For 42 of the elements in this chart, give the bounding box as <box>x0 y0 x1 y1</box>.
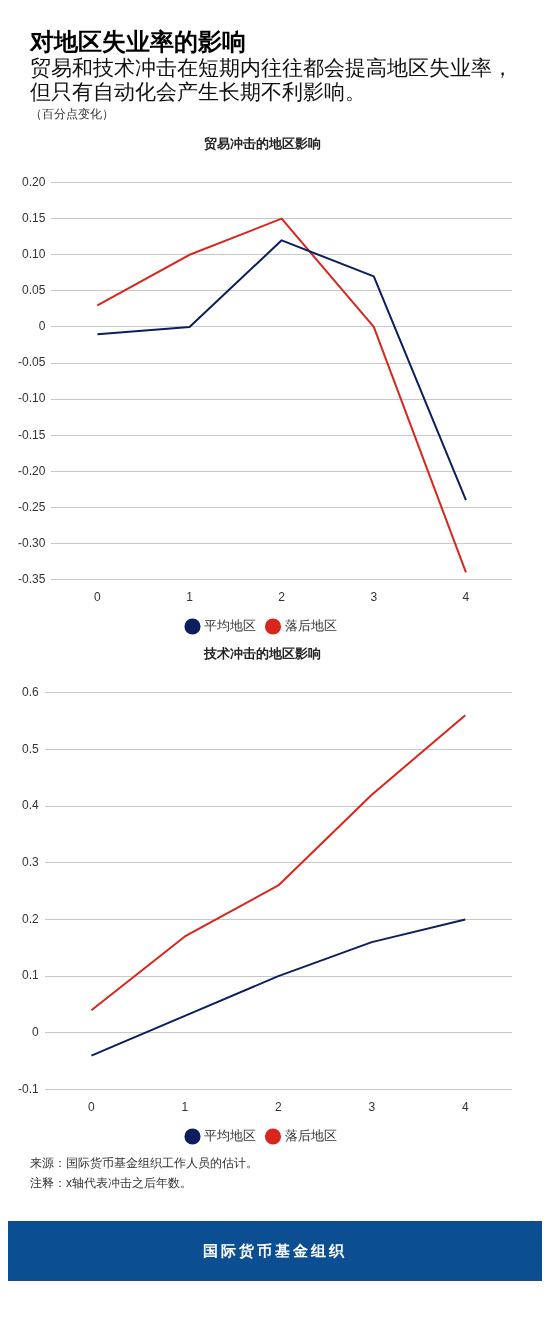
y-tick-label: -0.05 <box>17 355 46 370</box>
y-tick-label: 0.4 <box>21 798 39 813</box>
y-tick-label: -0.10 <box>17 391 46 406</box>
text: 贸易和技术冲击在短期内往往都会提高地区失业率，但只有自动化会产生长期不利影响。 <box>30 56 514 104</box>
y-tick-label: 0.2 <box>21 911 39 926</box>
y-tick-label: 0.6 <box>21 684 39 699</box>
text: 国际货币基金组织 <box>8 1221 542 1281</box>
y-tick-label: -0.35 <box>17 571 46 586</box>
y-tick-label: -0.30 <box>17 535 46 550</box>
legend-label: 平均地区 <box>204 1128 256 1144</box>
chart-title: 贸易冲击的地区影响 <box>203 136 321 152</box>
y-tick-label: 0.1 <box>21 968 39 983</box>
y-tick-label: 0.3 <box>21 855 39 870</box>
y-tick-label: -0.1 <box>17 1081 39 1096</box>
y-tick-label: -0.25 <box>17 499 46 514</box>
x-tick-label: 3 <box>370 590 378 605</box>
x-tick-label: 3 <box>368 1100 376 1115</box>
x-tick-label: 0 <box>88 1100 96 1115</box>
y-tick-label: 0.05 <box>21 283 46 298</box>
y-tick-label: 0.20 <box>21 174 46 189</box>
text: 对地区失业率的影响 <box>30 28 247 56</box>
y-tick-label: 0.5 <box>21 741 39 756</box>
x-tick-label: 1 <box>181 1100 189 1115</box>
legend-label: 落后地区 <box>284 618 337 634</box>
x-tick-label: 4 <box>462 590 470 605</box>
y-tick-label: 0 <box>38 319 46 334</box>
x-tick-label: 0 <box>94 590 102 605</box>
x-tick-label: 2 <box>278 590 286 605</box>
source-note: 来源：国际货币基金组织工作人员的估计。 <box>30 1155 259 1172</box>
y-tick-label: 0.10 <box>21 247 46 262</box>
chart-title: 技术冲击的地区影响 <box>202 646 321 662</box>
x-tick-label: 1 <box>186 590 194 605</box>
x-tick-label: 2 <box>275 1100 282 1115</box>
legend-label: 落后地区 <box>284 1128 337 1144</box>
text: （百分点变化） <box>30 106 115 123</box>
y-tick-label: -0.15 <box>17 427 46 442</box>
x-tick-label: 4 <box>461 1100 469 1115</box>
y-tick-label: 0 <box>31 1025 39 1040</box>
text: 注释：x轴代表冲击之后年数。 <box>30 1175 193 1192</box>
y-tick-label: 0.15 <box>21 211 46 225</box>
legend-label: 平均地区 <box>204 618 256 634</box>
y-tick-label: -0.20 <box>17 463 46 478</box>
